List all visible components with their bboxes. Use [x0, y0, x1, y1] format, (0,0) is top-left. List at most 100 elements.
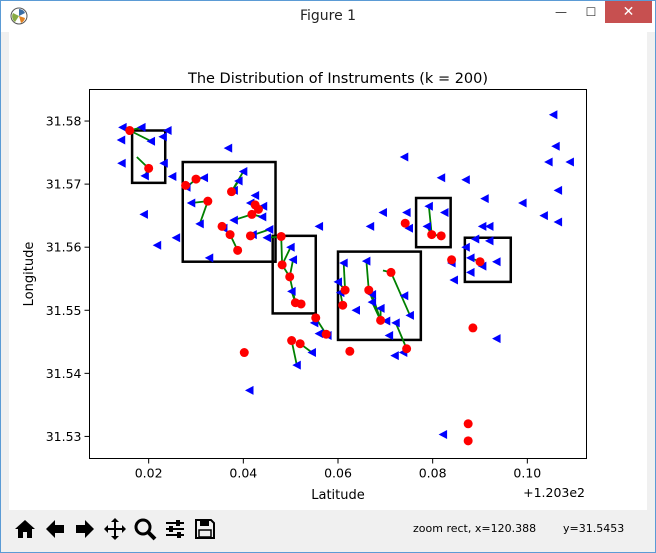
- instrument-marker: [116, 135, 126, 145]
- center-marker: [321, 329, 331, 339]
- instrument-marker: [553, 185, 563, 195]
- center-marker: [276, 231, 286, 241]
- back-button[interactable]: [41, 515, 69, 543]
- window-title: Figure 1: [299, 8, 357, 24]
- cluster-link-line: [390, 272, 411, 316]
- center-marker: [468, 323, 478, 333]
- instrument-marker: [553, 217, 563, 227]
- instrument-marker: [146, 136, 156, 146]
- instrument-marker: [544, 157, 553, 167]
- instrument-marker: [381, 316, 391, 326]
- instrument-marker: [339, 258, 348, 268]
- instrument-marker: [367, 297, 377, 307]
- instrument-marker: [307, 348, 316, 358]
- instrument-marker: [466, 253, 475, 263]
- instrument-marker: [159, 158, 168, 168]
- configure-subplots-icon: [166, 520, 184, 538]
- center-marker: [144, 163, 154, 173]
- y-axis-label: Longitude: [22, 242, 37, 307]
- center-marker: [364, 285, 374, 295]
- instrument-marker: [351, 305, 360, 315]
- save-button[interactable]: [191, 515, 219, 543]
- instrument-marker: [204, 253, 214, 263]
- instrument-marker: [186, 198, 196, 208]
- maximize-button[interactable]: ☐: [585, 5, 597, 19]
- y-tick-label: 31.58: [46, 114, 82, 129]
- center-marker: [203, 196, 213, 206]
- forward-button[interactable]: [71, 515, 99, 543]
- center-marker: [311, 313, 321, 323]
- instrument-marker: [492, 334, 501, 344]
- cluster-link-line: [280, 236, 284, 265]
- x-tick-label: 0.10: [513, 466, 541, 481]
- home-icon: [15, 520, 35, 538]
- instrument-marker: [376, 303, 385, 313]
- center-marker: [376, 315, 386, 325]
- close-button[interactable]: ✕: [605, 1, 652, 23]
- instrument-marker: [314, 221, 324, 231]
- minimize-button[interactable]: —: [555, 5, 567, 19]
- x-tick-label: 0.04: [229, 466, 257, 481]
- instrument-marker: [404, 223, 413, 233]
- configure-subplots-button[interactable]: [161, 515, 189, 543]
- center-marker: [191, 174, 201, 184]
- forward-arrow-icon: [76, 520, 94, 538]
- instrument-marker: [264, 225, 274, 235]
- pan-button[interactable]: [101, 515, 129, 543]
- center-marker: [340, 285, 350, 295]
- instrument-marker: [286, 242, 295, 252]
- center-marker: [287, 336, 297, 346]
- instrument-marker: [117, 158, 126, 168]
- instrument-marker: [163, 126, 172, 135]
- instrument-marker: [288, 255, 298, 265]
- instrument-marker: [333, 277, 342, 287]
- center-marker: [345, 346, 355, 356]
- instrument-marker: [137, 122, 146, 132]
- center-marker: [245, 231, 255, 241]
- instrument-marker: [470, 234, 480, 244]
- center-marker: [181, 180, 191, 190]
- center-marker: [475, 257, 485, 267]
- title-bar[interactable]: Figure 1 — ☐ ✕: [1, 1, 655, 32]
- cluster-box: [463, 236, 513, 284]
- center-marker: [296, 299, 306, 309]
- scatter-plot[interactable]: The Distribution of Instruments (k = 200…: [9, 32, 647, 510]
- center-marker: [402, 344, 412, 354]
- instrument-marker: [238, 167, 248, 176]
- instrument-marker: [250, 190, 260, 200]
- instrument-marker: [399, 152, 409, 162]
- instrument-marker: [477, 261, 487, 271]
- x-axis-offset: +1.203e2: [523, 485, 585, 500]
- zoom-button[interactable]: [131, 515, 159, 543]
- instrument-marker: [402, 208, 411, 217]
- instrument-marker: [399, 291, 409, 301]
- instrument-marker: [492, 257, 501, 267]
- cluster-link-line: [365, 260, 370, 291]
- instrument-marker: [484, 221, 494, 231]
- x-tick-label: 0.06: [324, 466, 352, 481]
- center-marker: [253, 204, 263, 214]
- instrument-marker: [139, 209, 148, 219]
- figure-canvas[interactable]: The Distribution of Instruments (k = 200…: [9, 32, 647, 510]
- instrument-marker: [422, 221, 431, 231]
- cluster-box: [271, 234, 318, 315]
- instrument-marker: [167, 172, 177, 182]
- instrument-marker: [378, 208, 387, 217]
- cluster-link-line: [342, 262, 346, 291]
- cluster-link-line: [394, 322, 408, 350]
- cluster-link-line: [427, 206, 433, 235]
- instrument-marker: [480, 194, 489, 204]
- instrument-marker: [565, 157, 574, 167]
- instrument-marker: [244, 385, 254, 395]
- center-marker: [225, 230, 235, 240]
- instrument-marker: [367, 290, 377, 299]
- instrument-marker: [548, 110, 558, 120]
- center-marker: [338, 300, 348, 310]
- center-marker: [386, 267, 396, 277]
- instrument-marker: [436, 173, 446, 183]
- home-button[interactable]: [11, 515, 39, 543]
- center-marker: [400, 218, 410, 228]
- instrument-marker: [314, 329, 324, 339]
- zoom-magnifier-icon: [134, 518, 157, 541]
